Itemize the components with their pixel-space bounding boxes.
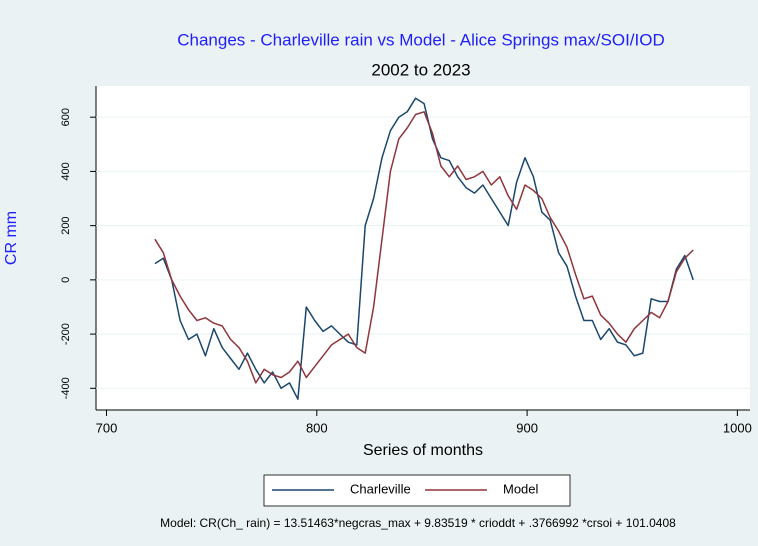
- y-tick-label: 200: [60, 216, 72, 234]
- series-line: [154, 97, 694, 400]
- note: Model: CR(Ch_ rain) = 13.51463*negcras_m…: [160, 516, 676, 530]
- x-tick-label: 700: [96, 420, 118, 435]
- legend-label: Model: [503, 481, 539, 496]
- y-tick-label: 0: [60, 277, 72, 283]
- x-tick-label: 1000: [723, 420, 752, 435]
- x-tick-label: 800: [306, 420, 328, 435]
- y-tick-label: 400: [60, 162, 72, 180]
- plot-area: [96, 86, 750, 410]
- y-tick-label: -200: [60, 323, 72, 345]
- x-axis-label: Series of months: [363, 442, 483, 459]
- x-tick-label: 900: [516, 420, 538, 435]
- chart-title: Changes - Charleville rain vs Model - Al…: [177, 30, 665, 49]
- y-tick-label: 600: [60, 108, 72, 126]
- y-tick-label: -400: [60, 377, 72, 399]
- series-line: [154, 111, 694, 384]
- chart-subtitle: 2002 to 2023: [371, 60, 470, 79]
- y-axis-label: CR mm: [3, 211, 20, 265]
- legend-label: Charleville: [350, 481, 411, 496]
